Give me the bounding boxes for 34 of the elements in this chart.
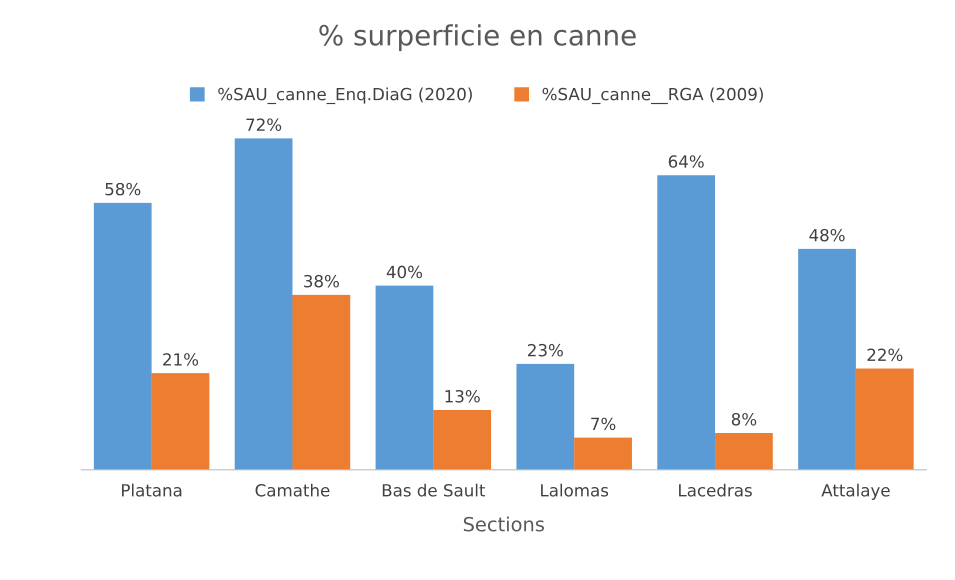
bar bbox=[292, 294, 350, 470]
bar bbox=[798, 248, 856, 470]
data-label: 38% bbox=[304, 274, 339, 288]
data-label: 22% bbox=[867, 348, 902, 362]
bar bbox=[94, 202, 152, 470]
x-tick-label: Lalomas bbox=[541, 484, 608, 497]
legend-label: %SAU_canne_Enq.DiaG (2020) bbox=[218, 88, 472, 104]
chart-title: % surperficie en canne bbox=[319, 24, 636, 52]
data-label: 58% bbox=[105, 182, 140, 196]
legend-label: %SAU_canne__RGA (2009) bbox=[542, 88, 763, 104]
data-label: 23% bbox=[528, 344, 563, 357]
data-label: 72% bbox=[246, 118, 282, 131]
data-label: 8% bbox=[732, 412, 756, 426]
bar bbox=[152, 373, 210, 470]
data-label: 7% bbox=[591, 418, 616, 430]
x-tick-label: Attalaye bbox=[821, 484, 890, 500]
data-label: 48% bbox=[809, 228, 845, 242]
x-tick-label: Platana bbox=[122, 484, 182, 497]
bar bbox=[516, 364, 574, 470]
bar bbox=[856, 368, 914, 470]
bar bbox=[574, 438, 632, 470]
data-label: 21% bbox=[163, 353, 198, 366]
x-axis-title: Sections bbox=[464, 516, 544, 532]
bar bbox=[376, 286, 434, 470]
x-tick-label: Lacedras bbox=[679, 484, 752, 497]
bar bbox=[715, 432, 773, 470]
data-label: 40% bbox=[386, 266, 422, 278]
data-label: 13% bbox=[446, 390, 480, 403]
data-label: 64% bbox=[668, 155, 704, 168]
x-tick-label: Bas de Sault bbox=[382, 484, 486, 497]
bar bbox=[234, 138, 292, 470]
bar bbox=[657, 175, 716, 470]
x-tick-label: Camathe bbox=[256, 484, 330, 497]
bar bbox=[433, 410, 492, 470]
